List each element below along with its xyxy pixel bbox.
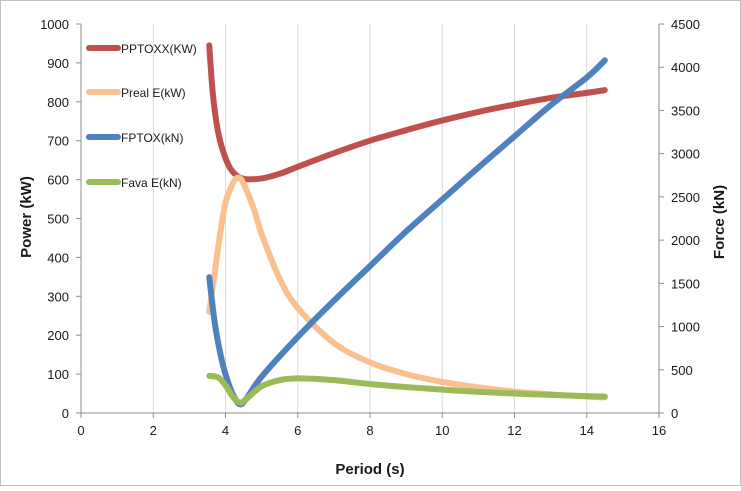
y2-tick-label: 2500 bbox=[671, 190, 700, 205]
series-layer bbox=[206, 42, 608, 408]
series-line-1 bbox=[206, 42, 608, 183]
legend-label-3: FPTOX(kN) bbox=[121, 131, 183, 145]
y2-tick-label: 1500 bbox=[671, 276, 700, 291]
y2-tick-label: 0 bbox=[671, 406, 678, 421]
grid-layer bbox=[152, 24, 660, 413]
x-tick-label: 0 bbox=[77, 423, 84, 438]
x-tick-label: 6 bbox=[294, 423, 301, 438]
y2-tick-label: 2000 bbox=[671, 233, 700, 248]
x-tick-label: 4 bbox=[222, 423, 229, 438]
legend-label-2: Preal E(kW) bbox=[121, 86, 186, 100]
x-tick-label: 8 bbox=[366, 423, 373, 438]
y2-tick-label: 4000 bbox=[671, 60, 700, 75]
y-tick-label: 600 bbox=[47, 173, 69, 188]
series-line-4 bbox=[206, 372, 608, 406]
y-tick-label: 300 bbox=[47, 289, 69, 304]
x-tick-label: 16 bbox=[652, 423, 666, 438]
y2-tick-label: 3000 bbox=[671, 147, 700, 162]
x-tick-label: 12 bbox=[507, 423, 521, 438]
y-tick-label: 800 bbox=[47, 95, 69, 110]
y-tick-label: 200 bbox=[47, 328, 69, 343]
legend-label-1: PPTOXX(KW) bbox=[121, 42, 197, 56]
y-tick-label: 500 bbox=[47, 212, 69, 227]
y-tick-label: 400 bbox=[47, 250, 69, 265]
x-tick-label: 14 bbox=[580, 423, 594, 438]
y-tick-label: 900 bbox=[47, 56, 69, 71]
y2-tick-label: 1000 bbox=[671, 320, 700, 335]
x-tick-label: 2 bbox=[150, 423, 157, 438]
y2-tick-label: 500 bbox=[671, 363, 693, 378]
y2-tick-label: 4500 bbox=[671, 17, 700, 32]
y2-axis-title: Force (kN) bbox=[711, 185, 728, 259]
y-tick-label: 0 bbox=[62, 406, 69, 421]
legend: PPTOXX(KW) Preal E(kW) FPTOX(kN) Fava E(kN) bbox=[86, 42, 197, 190]
y-tick-label: 700 bbox=[47, 134, 69, 149]
x-tick-label: 10 bbox=[435, 423, 449, 438]
y-tick-label: 100 bbox=[47, 367, 69, 382]
y-tick-label: 1000 bbox=[40, 17, 69, 32]
legend-label-4: Fava E(kN) bbox=[121, 176, 182, 190]
axes-layer: 0 2 4 6 8 10 12 14 16 0 100 200 300 400 500 600 700 800 90… bbox=[40, 17, 700, 438]
y-axis-title: Power (kW) bbox=[18, 176, 35, 258]
x-axis-title: Period (s) bbox=[335, 461, 404, 478]
series-line-3 bbox=[206, 57, 608, 408]
y2-tick-label: 3500 bbox=[671, 103, 700, 118]
